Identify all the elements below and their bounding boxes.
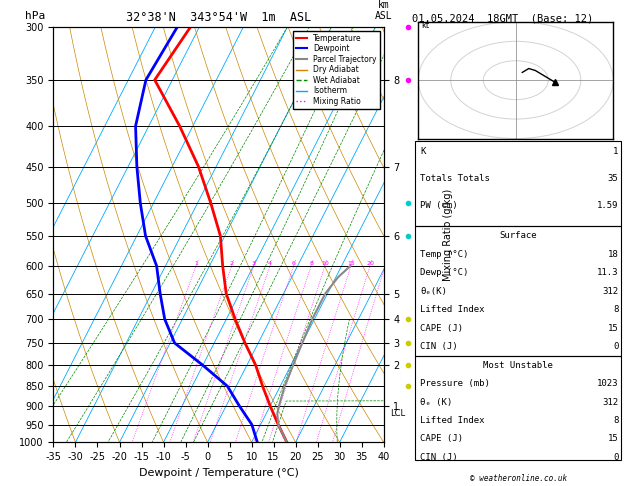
Bar (415, 356, 621, 460)
Text: Lifted Index: Lifted Index (420, 416, 485, 425)
Text: θₑ (K): θₑ (K) (420, 398, 452, 407)
Text: hPa: hPa (25, 11, 46, 21)
Title: 32°38'N  343°54'W  1m  ASL: 32°38'N 343°54'W 1m ASL (126, 11, 311, 24)
Text: Dewp (°C): Dewp (°C) (420, 268, 469, 278)
Text: 8: 8 (309, 261, 313, 266)
Text: 4: 4 (268, 261, 272, 266)
Text: 18: 18 (608, 250, 618, 259)
X-axis label: Dewpoint / Temperature (°C): Dewpoint / Temperature (°C) (138, 468, 299, 478)
Text: 1.59: 1.59 (597, 201, 618, 210)
Text: Surface: Surface (499, 231, 537, 241)
Text: 1: 1 (194, 261, 198, 266)
Text: 15: 15 (608, 434, 618, 444)
Text: kt: kt (421, 21, 430, 30)
Text: Most Unstable: Most Unstable (483, 361, 554, 370)
Text: 11.3: 11.3 (597, 268, 618, 278)
Text: PW (cm): PW (cm) (420, 201, 458, 210)
Text: 3: 3 (252, 261, 256, 266)
Text: 0: 0 (613, 342, 618, 351)
Bar (415, 226, 621, 356)
Text: 35: 35 (608, 174, 618, 183)
Text: Temp (°C): Temp (°C) (420, 250, 469, 259)
Text: 1: 1 (613, 147, 618, 156)
Text: 2: 2 (230, 261, 234, 266)
Text: 6: 6 (292, 261, 296, 266)
Text: CAPE (J): CAPE (J) (420, 324, 463, 333)
Text: 0: 0 (613, 453, 618, 462)
Text: Lifted Index: Lifted Index (420, 305, 485, 314)
Text: 8: 8 (613, 416, 618, 425)
Text: 10: 10 (321, 261, 329, 266)
Text: CIN (J): CIN (J) (420, 342, 458, 351)
Text: 312: 312 (602, 398, 618, 407)
Text: 15: 15 (347, 261, 355, 266)
Text: 20: 20 (366, 261, 374, 266)
Bar (415, 141, 621, 226)
Text: Mixing Ratio (g/kg): Mixing Ratio (g/kg) (443, 189, 453, 280)
Text: LCL: LCL (391, 409, 406, 418)
Text: Pressure (mb): Pressure (mb) (420, 379, 490, 388)
Text: CAPE (J): CAPE (J) (420, 434, 463, 444)
Text: θₑ(K): θₑ(K) (420, 287, 447, 296)
Text: 01.05.2024  18GMT  (Base: 12): 01.05.2024 18GMT (Base: 12) (412, 14, 593, 24)
Text: K: K (420, 147, 426, 156)
Text: km
ASL: km ASL (375, 0, 392, 21)
Text: 8: 8 (613, 305, 618, 314)
Text: 312: 312 (602, 287, 618, 296)
Text: 15: 15 (608, 324, 618, 333)
Text: © weatheronline.co.uk: © weatheronline.co.uk (470, 473, 567, 483)
Text: 1023: 1023 (597, 379, 618, 388)
Legend: Temperature, Dewpoint, Parcel Trajectory, Dry Adiabat, Wet Adiabat, Isotherm, Mi: Temperature, Dewpoint, Parcel Trajectory… (292, 31, 380, 109)
Text: Totals Totals: Totals Totals (420, 174, 490, 183)
Text: CIN (J): CIN (J) (420, 453, 458, 462)
